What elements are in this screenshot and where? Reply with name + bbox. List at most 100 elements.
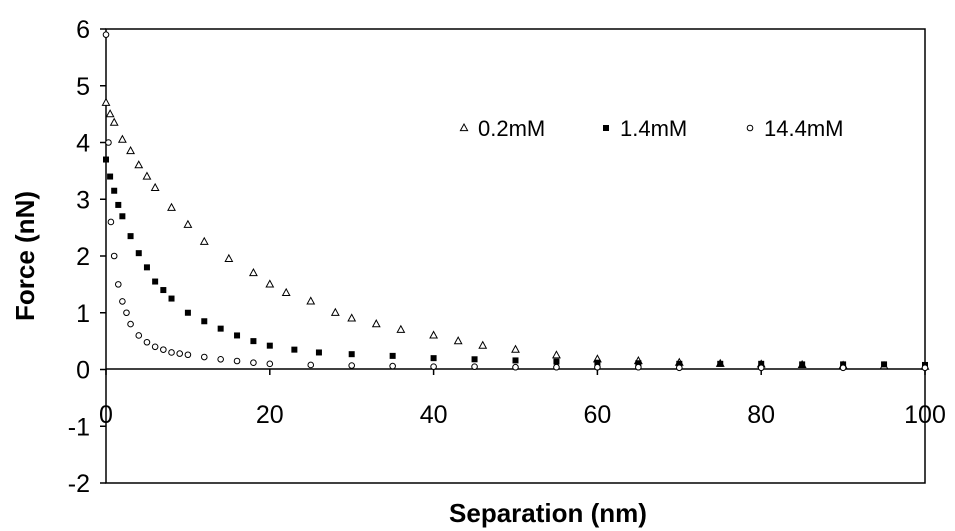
data-point [307,361,315,369]
data-series [101,31,930,372]
y-tick-label: -2 [68,470,90,498]
data-point [160,287,167,294]
data-point [168,295,175,302]
data-point [199,236,209,245]
x-tick-label: 60 [583,401,611,429]
y-axis: -2 -1 0 1 2 3 4 5 6 [68,16,106,498]
data-point [396,324,406,333]
data-point [315,349,322,356]
data-point [127,320,134,328]
data-point [471,356,478,363]
data-point [758,360,765,367]
data-point [224,253,234,262]
legend-label: 0.2mM [478,116,545,141]
series-1 [103,156,928,368]
data-point [176,350,184,357]
data-point [184,309,191,316]
data-point [233,357,241,365]
data-point [105,139,112,146]
data-point [123,309,130,317]
data-point [757,364,765,372]
y-tick-label: 0 [76,357,90,385]
data-point [103,156,109,163]
y-tick-label: -1 [68,413,90,441]
data-point [160,346,167,353]
y-tick-label: 6 [76,16,90,44]
data-point [250,359,257,366]
data-point [266,360,274,368]
data-point [553,358,560,365]
data-point [167,202,176,211]
data-point [217,325,224,332]
data-point [430,355,437,362]
y-tick-label: 2 [76,243,90,271]
data-point [110,252,118,260]
data-point [111,187,118,194]
data-point [234,332,241,339]
x-tick-label: 80 [747,401,775,429]
data-point [347,313,357,322]
x-axis-title: Separation (nm) [449,498,647,528]
data-point [511,344,520,353]
x-tick-label: 20 [256,401,284,429]
data-point [635,360,642,367]
data-point [143,264,150,271]
data-point [717,360,724,367]
data-point [635,363,642,371]
data-point [184,351,192,359]
data-point [389,352,396,359]
x-tick-label: 40 [420,401,448,429]
data-point [250,338,257,345]
legend-label: 1.4mM [620,116,687,141]
data-point [594,359,601,366]
data-point [429,330,439,339]
data-point [371,319,381,328]
data-point [150,182,160,191]
data-point [126,145,136,155]
data-point [799,361,806,368]
data-point [265,279,275,288]
data-point [142,171,152,180]
data-point [143,338,151,346]
data-point [127,233,134,240]
data-point [135,332,143,339]
data-point [881,361,888,368]
legend: 0.2mM 1.4mM 14.4mM [459,116,843,141]
y-tick-label: 4 [76,130,90,158]
data-point [151,343,159,351]
data-point [306,296,316,305]
y-tick-label: 5 [76,73,90,101]
data-point [348,351,355,358]
x-tick-label: 100 [904,401,946,429]
legend-marker [459,122,469,132]
data-point [281,287,291,296]
data-point [839,364,847,372]
data-point [201,318,208,325]
data-point [389,362,396,370]
data-point [453,336,463,345]
data-point [840,361,847,368]
legend-marker [746,124,754,132]
data-point [101,97,111,106]
data-point [115,201,122,208]
data-point [330,307,340,316]
data-point [291,346,298,353]
data-point [594,363,601,371]
data-point [135,250,142,257]
data-point [676,364,683,372]
y-tick-label: 1 [76,300,90,328]
data-point [168,349,175,356]
legend-marker [603,125,609,131]
data-point [471,363,478,370]
y-axis-title: Force (nN) [10,191,40,321]
legend-label: 14.4mM [764,116,843,141]
data-point [553,363,560,371]
data-point [552,350,561,359]
x-axis: 0 20 40 60 80 100 [99,369,946,429]
plot-area [105,28,926,484]
data-point [478,340,488,349]
data-point [266,342,273,349]
data-point [676,360,683,367]
data-point [348,362,356,369]
